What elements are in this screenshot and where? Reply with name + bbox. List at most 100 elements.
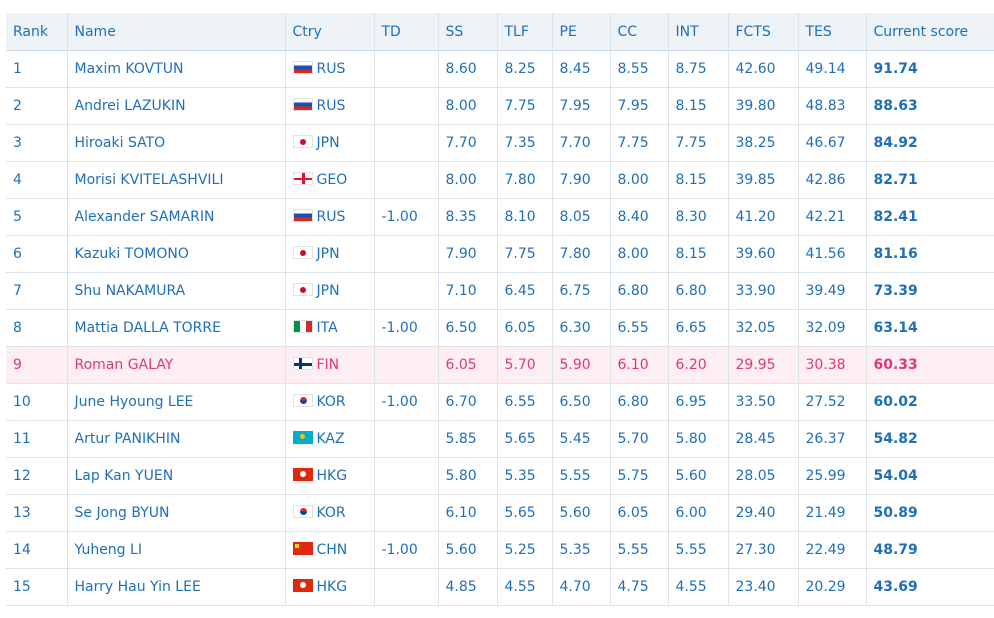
fcts-cell: 27.30 [728,531,799,569]
td-cell [374,272,439,310]
header-cc[interactable]: CC [610,13,669,51]
name-cell[interactable]: Artur PANIKHIN [67,420,286,458]
table-row[interactable]: 2 Andrei LAZUKIN RUS 8.00 7.75 7.95 7.95 8.15 39… [6,87,994,125]
name-cell[interactable]: Mattia DALLA TORRE [67,309,286,347]
pe-cell: 7.80 [552,235,611,273]
country-code: RUS [316,209,346,225]
tlf-cell: 4.55 [497,568,553,606]
header-ss[interactable]: SS [438,13,498,51]
name-cell[interactable]: Se Jong BYUN [67,494,286,532]
country-cell: ITA [285,309,375,347]
country-cell: JPN [285,272,375,310]
name-cell[interactable]: June Hyoung LEE [67,383,286,421]
table-row[interactable]: 7 Shu NAKAMURA JPN 7.10 6.45 6.75 6.80 6.80 33.9… [6,272,994,310]
tes-cell: 42.21 [798,198,867,236]
cc-cell: 4.75 [610,568,669,606]
tlf-cell: 8.10 [497,198,553,236]
rank-cell: 6 [6,235,68,273]
table-row[interactable]: 14 Yuheng LI CHN -1.00 5.60 5.25 5.35 5.55 5.55 2… [6,531,994,569]
name-cell[interactable]: Lap Kan YUEN [67,457,286,495]
country-code: KOR [316,505,346,521]
name-cell[interactable]: Yuheng LI [67,531,286,569]
flag-jpn-icon [292,135,313,148]
header-pe[interactable]: PE [552,13,611,51]
table-row[interactable]: 3 Hiroaki SATO JPN 7.70 7.35 7.70 7.75 7.75 38.2… [6,124,994,162]
header-tlf[interactable]: TLF [497,13,553,51]
fcts-cell: 29.40 [728,494,799,532]
table-row[interactable]: 13 Se Jong BYUN KOR 6.10 5.65 5.60 6.05 6.00 29.… [6,494,994,532]
rank-cell: 10 [6,383,68,421]
flag-hkg-icon [292,579,313,592]
current-score-cell: 82.41 [866,198,994,236]
fcts-cell: 28.05 [728,457,799,495]
name-cell[interactable]: Morisi KVITELASHVILI [67,161,286,199]
name-cell[interactable]: Roman GALAY [67,346,286,384]
name-cell[interactable]: Shu NAKAMURA [67,272,286,310]
pe-cell: 6.75 [552,272,611,310]
country-code: RUS [316,61,346,77]
header-rank[interactable]: Rank [6,13,68,51]
cc-cell: 6.80 [610,383,669,421]
country-cell: JPN [285,235,375,273]
pe-cell: 8.05 [552,198,611,236]
header-current-score[interactable]: Current score [866,13,994,51]
pe-cell: 5.60 [552,494,611,532]
tlf-cell: 5.65 [497,494,553,532]
ss-cell: 6.70 [438,383,498,421]
table-row[interactable]: 11 Artur PANIKHIN KAZ 5.85 5.65 5.45 5.70 5.80 2… [6,420,994,458]
name-cell[interactable]: Andrei LAZUKIN [67,87,286,125]
country-cell: KOR [285,383,375,421]
table-row[interactable]: 10 June Hyoung LEE KOR -1.00 6.70 6.55 6.50 6.8… [6,383,994,421]
fcts-cell: 33.90 [728,272,799,310]
td-cell [374,235,439,273]
country-cell: CHN [285,531,375,569]
pe-cell: 6.30 [552,309,611,347]
name-cell[interactable]: Hiroaki SATO [67,124,286,162]
header-row: Rank Name Ctry TD SS TLF PE CC INT FCTS … [6,13,994,51]
ss-cell: 7.90 [438,235,498,273]
table-row[interactable]: 1 Maxim KOVTUN RUS 8.60 8.25 8.45 8.55 8.75 42.6… [6,50,994,88]
table-row[interactable]: 6 Kazuki TOMONO JPN 7.90 7.75 7.80 8.00 8.15 39.… [6,235,994,273]
table-row[interactable]: 12 Lap Kan YUEN HKG 5.80 5.35 5.55 5.75 5.60 28.… [6,457,994,495]
tlf-cell: 5.65 [497,420,553,458]
cc-cell: 8.00 [610,161,669,199]
td-cell [374,50,439,88]
country-code: FIN [316,357,340,373]
current-score-cell: 60.33 [866,346,994,384]
name-cell[interactable]: Kazuki TOMONO [67,235,286,273]
country-cell: HKG [285,457,375,495]
header-ctry[interactable]: Ctry [285,13,375,51]
header-int[interactable]: INT [668,13,729,51]
table-row[interactable]: 5 Alexander SAMARIN RUS -1.00 8.35 8.10 8.05 8.… [6,198,994,236]
name-cell[interactable]: Maxim KOVTUN [67,50,286,88]
table-row[interactable]: 9 Roman GALAY FIN 6.05 5.70 5.90 6.10 6.20 29.95… [6,346,994,384]
name-cell[interactable]: Alexander SAMARIN [67,198,286,236]
header-td[interactable]: TD [374,13,439,51]
flag-kaz-icon [292,431,313,444]
country-code: JPN [316,135,340,151]
fcts-cell: 39.85 [728,161,799,199]
current-score-cell: 91.74 [866,50,994,88]
current-score-cell: 60.02 [866,383,994,421]
country-cell: HKG [285,568,375,606]
pe-cell: 6.50 [552,383,611,421]
header-name[interactable]: Name [67,13,286,51]
table-row[interactable]: 4 Morisi KVITELASHVILI GEO 8.00 7.80 7.90 8.00… [6,161,994,199]
header-tes[interactable]: TES [798,13,867,51]
table-row[interactable]: 8 Mattia DALLA TORRE ITA -1.00 6.50 6.05 6.30 6… [6,309,994,347]
table-row[interactable]: 15 Harry Hau Yin LEE HKG 4.85 4.55 4.70 4.75 4.… [6,568,994,606]
current-score-cell: 43.69 [866,568,994,606]
tes-cell: 48.83 [798,87,867,125]
name-cell[interactable]: Harry Hau Yin LEE [67,568,286,606]
country-code: CHN [316,542,348,558]
tes-cell: 26.37 [798,420,867,458]
tes-cell: 21.49 [798,494,867,532]
flag-rus-icon [292,209,313,222]
rank-cell: 11 [6,420,68,458]
tes-cell: 32.09 [798,309,867,347]
tlf-cell: 6.55 [497,383,553,421]
header-fcts[interactable]: FCTS [728,13,799,51]
flag-kor-icon [292,505,313,518]
td-cell: -1.00 [374,198,439,236]
country-code: HKG [316,579,348,595]
